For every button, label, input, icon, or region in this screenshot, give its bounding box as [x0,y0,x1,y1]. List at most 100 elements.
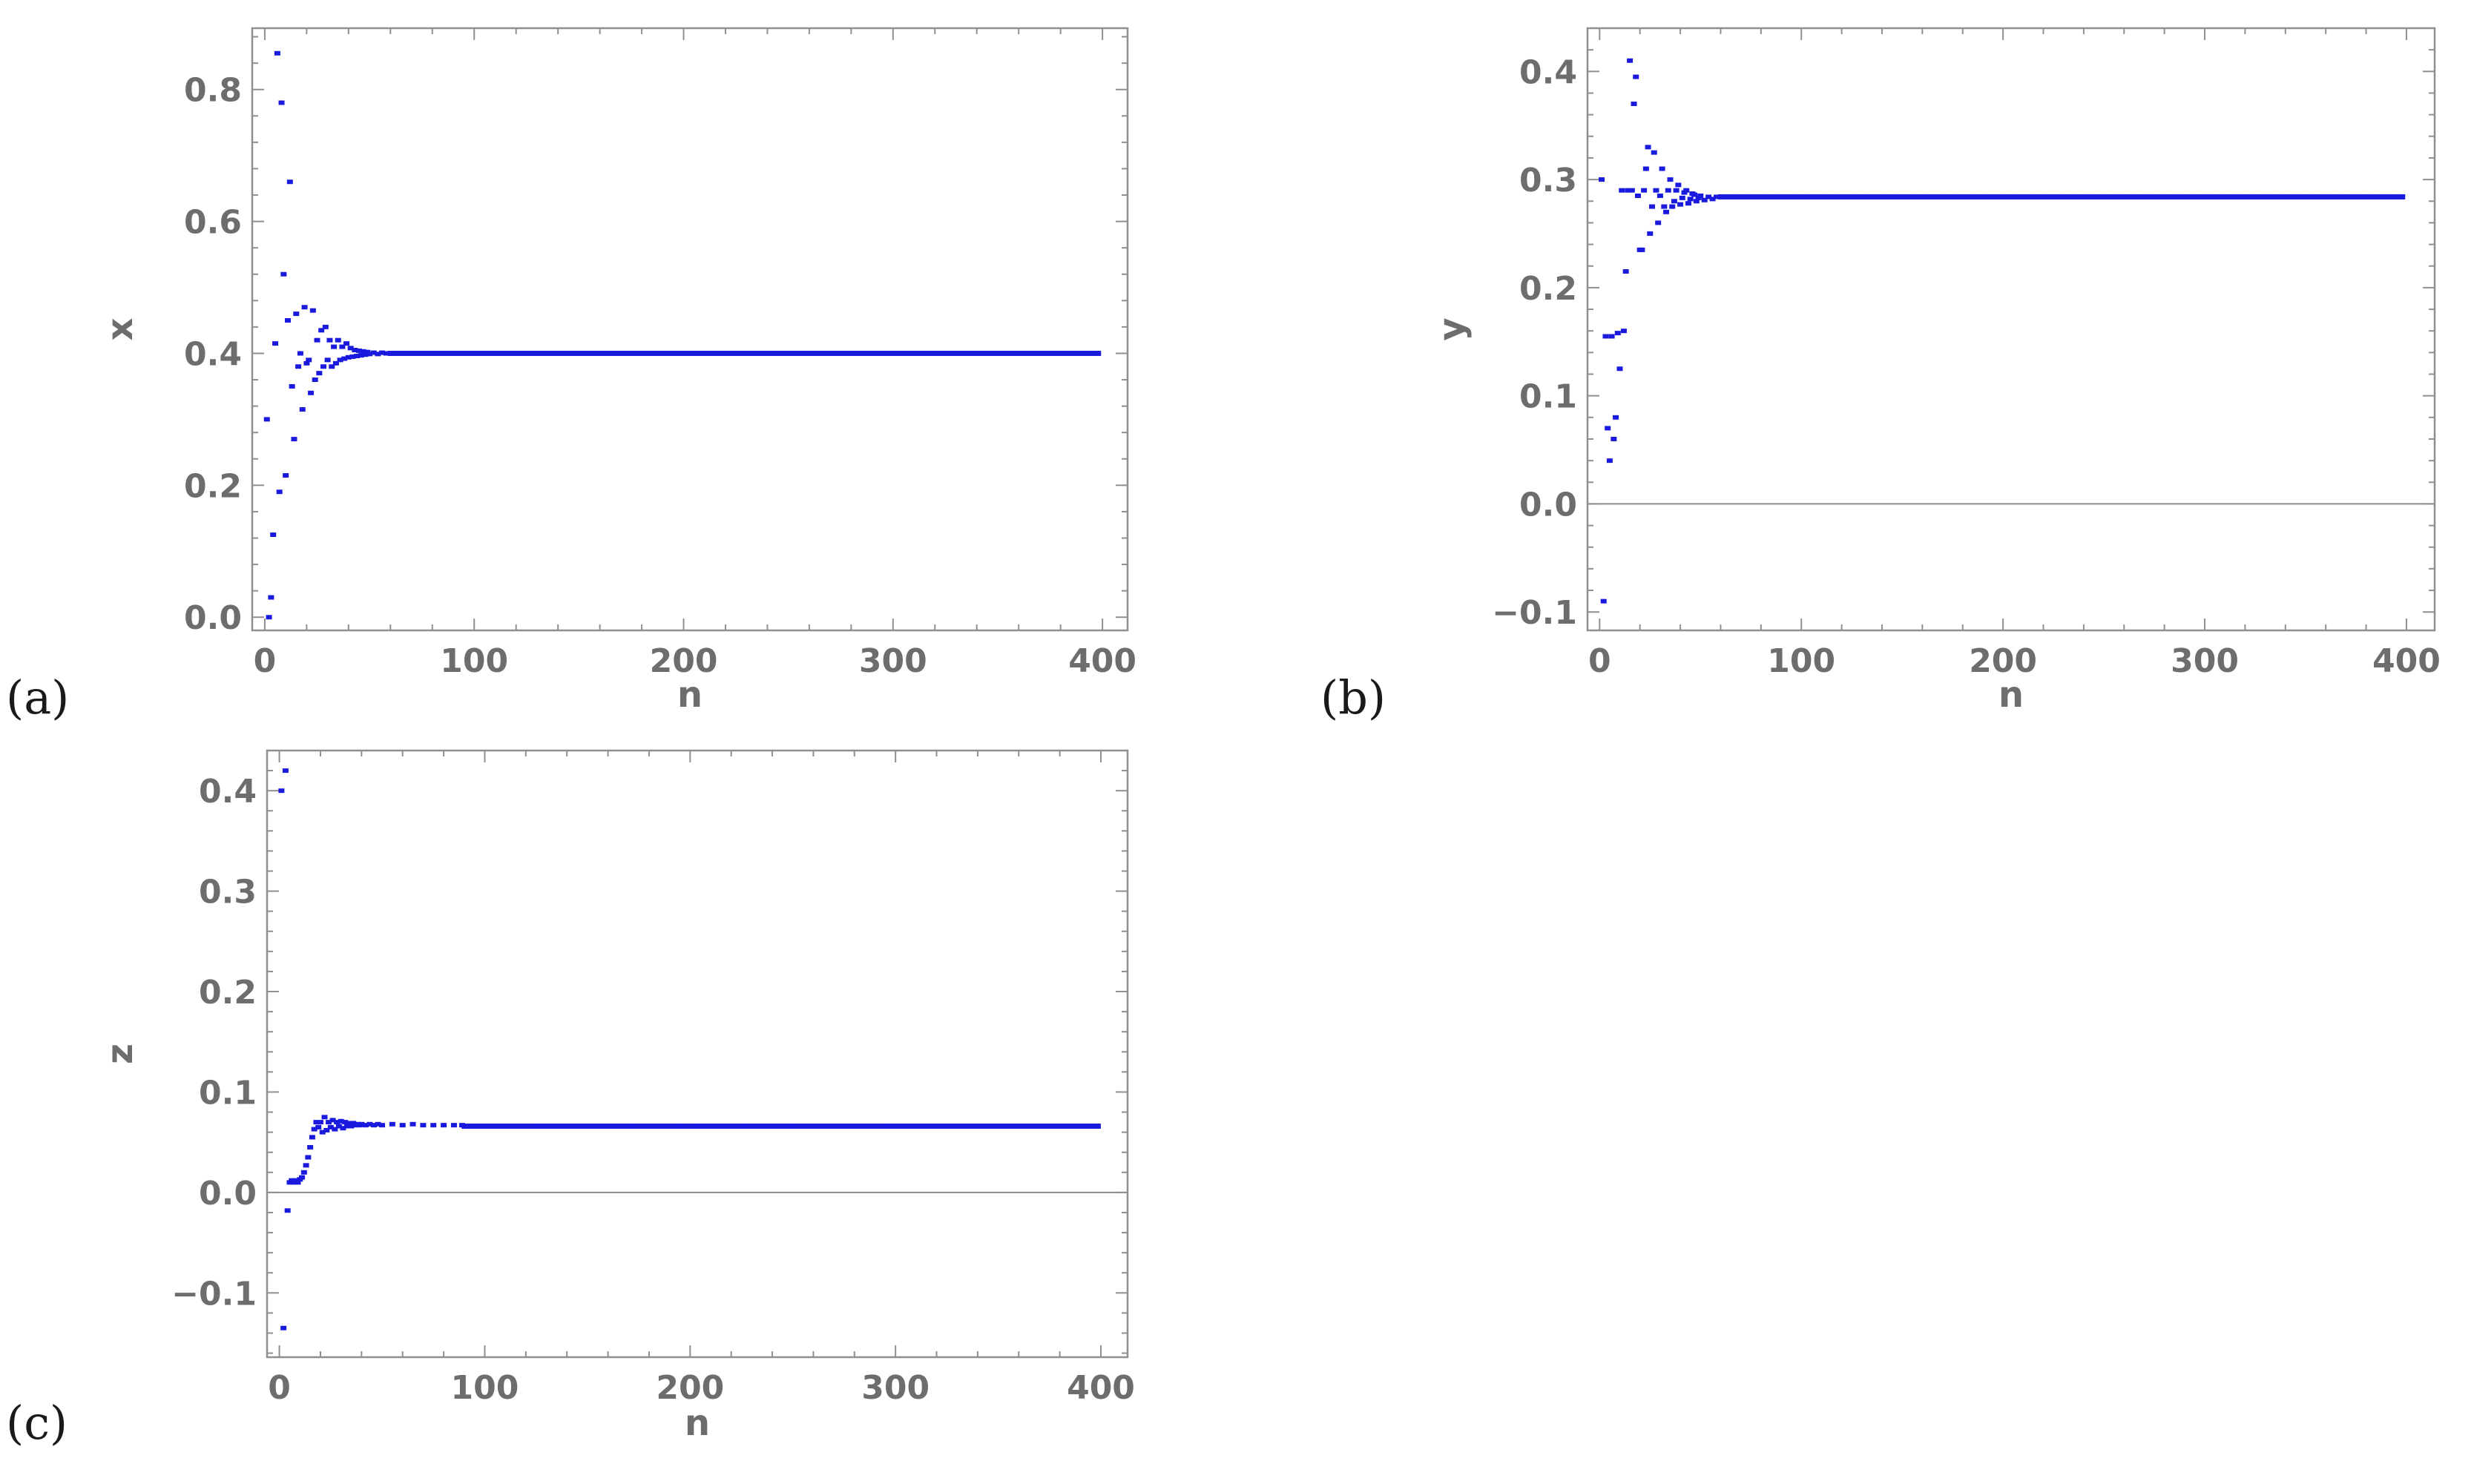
data-point [957,1124,963,1130]
data-point [1777,194,1783,199]
data-point [1625,188,1631,193]
data-point [959,350,965,356]
x-tick-label: 400 [1068,642,1136,680]
data-point [621,1124,627,1130]
data-point [315,1124,322,1130]
data-point [537,350,543,356]
data-point [875,1124,881,1130]
data-point [341,356,348,361]
x-tick-label: 0 [268,1369,291,1407]
data-point [418,350,424,356]
data-point [634,350,639,356]
data-point [533,350,539,356]
data-point [550,350,556,356]
y-axis-title: x [99,317,141,340]
data-point [2370,194,2376,199]
data-point [322,324,329,329]
data-point [1673,188,1680,193]
data-point [780,1124,786,1130]
data-point [295,364,302,369]
data-point [797,350,803,356]
data-point [2014,194,2020,199]
data-point [2205,194,2211,199]
data-point [2383,194,2389,199]
data-point [1683,188,1690,193]
data-point [565,1124,570,1130]
data-point [2395,194,2401,199]
data-point [510,350,516,356]
data-point [2027,194,2033,199]
data-point [1669,204,1676,209]
data-point [1606,458,1613,464]
data-point [1845,194,1851,199]
data-point [726,350,732,356]
data-point [1828,194,1834,199]
panel-a: 0.0 0.2 0.4 0.6 0.8 0 100 200 300 400 n x (a) [6,27,1136,725]
data-point [1687,197,1694,202]
data-point [1608,334,1615,339]
data-point [1661,204,1668,209]
data-point [270,532,277,538]
data-point [897,1124,903,1130]
data-point [318,328,325,333]
data-point [819,1124,825,1130]
x-tick-label: 100 [440,642,508,680]
data-point [440,350,446,356]
data-point [389,1121,395,1127]
data-point [2039,194,2045,199]
data-point [711,1124,717,1130]
data-point [493,350,499,356]
data-point [2239,194,2245,199]
data-point [360,349,366,354]
data-point [946,350,952,356]
data-point [2353,194,2359,199]
data-point [546,350,552,356]
data-point [519,350,525,356]
data-point [581,350,587,356]
data-point [703,1124,708,1130]
data-point [2243,194,2248,199]
data-point [805,350,811,356]
data-point [2197,194,2202,199]
data-point [713,350,719,356]
data-point [699,1124,705,1130]
data-point [961,1124,967,1130]
data-point [840,1124,846,1130]
data-point [1781,194,1787,199]
data-point [660,350,666,356]
data-point [1659,166,1665,171]
data-point [2349,194,2355,199]
data-point [707,1124,713,1130]
data-point [642,1124,648,1130]
data-point [303,360,310,366]
data-point [337,357,343,363]
data-point [1073,350,1079,356]
data-point [586,1124,592,1130]
data-point [797,1124,803,1130]
data-point [678,350,684,356]
data-point [854,350,860,356]
data-point [647,350,653,356]
data-point [728,1124,734,1130]
data-point [1900,194,1906,199]
data-point [295,1180,301,1185]
data-point [471,350,477,356]
data-point [2226,194,2232,199]
data-point [362,352,369,357]
data-point [2209,194,2215,199]
data-point [1039,350,1044,356]
data-point [1959,194,1965,199]
data-point [1679,195,1685,200]
data-point [752,350,758,356]
data-point [1653,188,1659,193]
data-point [1052,1124,1058,1130]
data-point [366,1121,373,1127]
data-point [944,1124,950,1130]
data-point [284,1208,291,1213]
x-tick-label: 300 [861,1369,930,1407]
data-point [750,1124,756,1130]
data-point [1056,1124,1062,1130]
data-point [346,1121,352,1126]
data-point [608,1124,613,1130]
data-point [1633,74,1639,79]
